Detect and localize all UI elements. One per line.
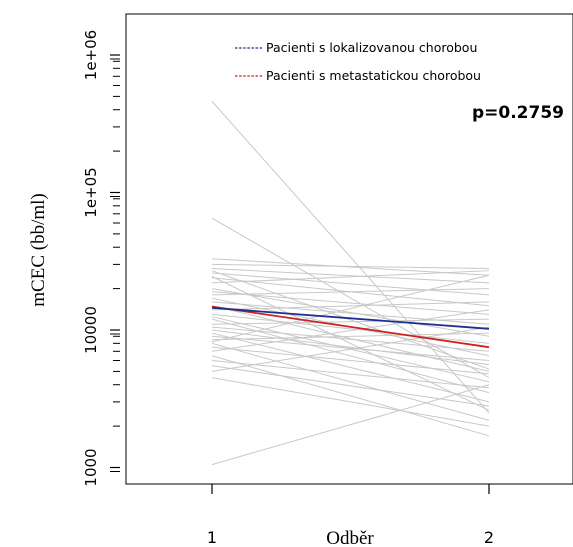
x-axis-label: Odběr: [326, 528, 374, 547]
individual-line: [211, 329, 490, 366]
individual-line: [211, 288, 490, 296]
series-line-metastatic: [211, 305, 490, 349]
individual-line: [211, 384, 490, 466]
legend-label-localized: Pacienti s lokalizovanou chorobou: [266, 40, 477, 55]
individual-line: [211, 313, 490, 344]
individual-line: [211, 268, 490, 284]
y-tick-label: 1e+06: [82, 30, 100, 80]
legend: Pacienti s lokalizovanou chorobou Pacien…: [235, 40, 481, 83]
individual-line: [211, 309, 490, 352]
individual-line: [211, 291, 490, 315]
individual-line: [211, 360, 490, 389]
individual-line: [211, 355, 490, 437]
x-tick-label: 2: [484, 528, 494, 547]
series-line-localized: [211, 306, 490, 330]
individual-line: [211, 326, 490, 372]
y-tick-label: 10000: [82, 306, 100, 354]
individual-line: [211, 301, 490, 325]
individual-line: [211, 263, 490, 270]
plot-area: [125, 13, 573, 485]
individual-line: [211, 365, 490, 407]
individual-line: [211, 272, 490, 296]
individual-line: [211, 274, 490, 343]
individual-line: [211, 270, 490, 284]
individual-line: [211, 301, 490, 311]
individual-line: [211, 318, 490, 325]
y-tick-label: 1e+05: [82, 167, 100, 217]
individual-line: [211, 346, 490, 375]
legend-label-metastatic: Pacienti s metastatickou chorobou: [266, 68, 481, 83]
individual-line: [211, 377, 490, 427]
individual-line: [211, 217, 490, 379]
individual-line: [211, 270, 490, 370]
y-minor-ticks: [113, 60, 120, 427]
individual-line: [211, 276, 490, 411]
individual-line: [211, 335, 490, 362]
y-major-ticks: [110, 54, 120, 472]
mean-lines: [211, 305, 490, 349]
y-axis-label: mCEC (bb/ml): [28, 193, 49, 306]
individual-line: [211, 288, 490, 337]
individual-line: [211, 305, 490, 372]
individual-line: [211, 342, 490, 421]
y-tick-labels: 1000 10000 1e+05 1e+06: [82, 30, 100, 487]
individual-patient-lines: [211, 101, 490, 466]
x-tick-label: 1: [207, 528, 217, 547]
y-tick-label: 1000: [82, 448, 100, 486]
p-value-annotation: p=0.2759: [472, 103, 564, 123]
